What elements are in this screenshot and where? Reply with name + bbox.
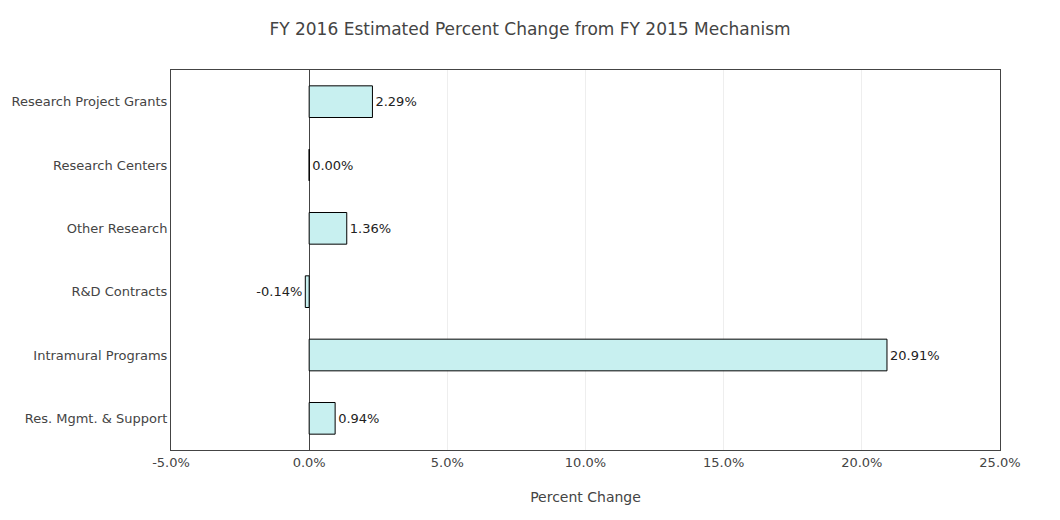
svg-text:Res. Mgmt. & Support: Res. Mgmt. & Support	[25, 411, 168, 426]
svg-text:0.0%: 0.0%	[293, 455, 326, 470]
svg-text:Intramural Programs: Intramural Programs	[33, 348, 167, 363]
svg-text:1.36%: 1.36%	[350, 221, 391, 236]
svg-text:2.29%: 2.29%	[375, 94, 416, 109]
svg-text:20.91%: 20.91%	[890, 348, 940, 363]
svg-text:Percent Change: Percent Change	[530, 489, 641, 505]
svg-text:R&D Contracts: R&D Contracts	[71, 284, 167, 299]
svg-text:-5.0%: -5.0%	[152, 455, 190, 470]
svg-text:Research Centers: Research Centers	[53, 158, 168, 173]
svg-text:0.00%: 0.00%	[312, 158, 353, 173]
svg-text:Other Research: Other Research	[67, 221, 168, 236]
svg-text:FY 2016 Estimated Percent Chan: FY 2016 Estimated Percent Change from FY…	[269, 19, 790, 39]
svg-text:-0.14%: -0.14%	[256, 284, 302, 299]
svg-text:0.94%: 0.94%	[338, 411, 379, 426]
svg-text:10.0%: 10.0%	[565, 455, 606, 470]
svg-text:5.0%: 5.0%	[431, 455, 464, 470]
svg-text:20.0%: 20.0%	[841, 455, 882, 470]
svg-text:25.0%: 25.0%	[979, 455, 1020, 470]
svg-text:Research Project Grants: Research Project Grants	[12, 94, 168, 109]
svg-text:15.0%: 15.0%	[703, 455, 744, 470]
